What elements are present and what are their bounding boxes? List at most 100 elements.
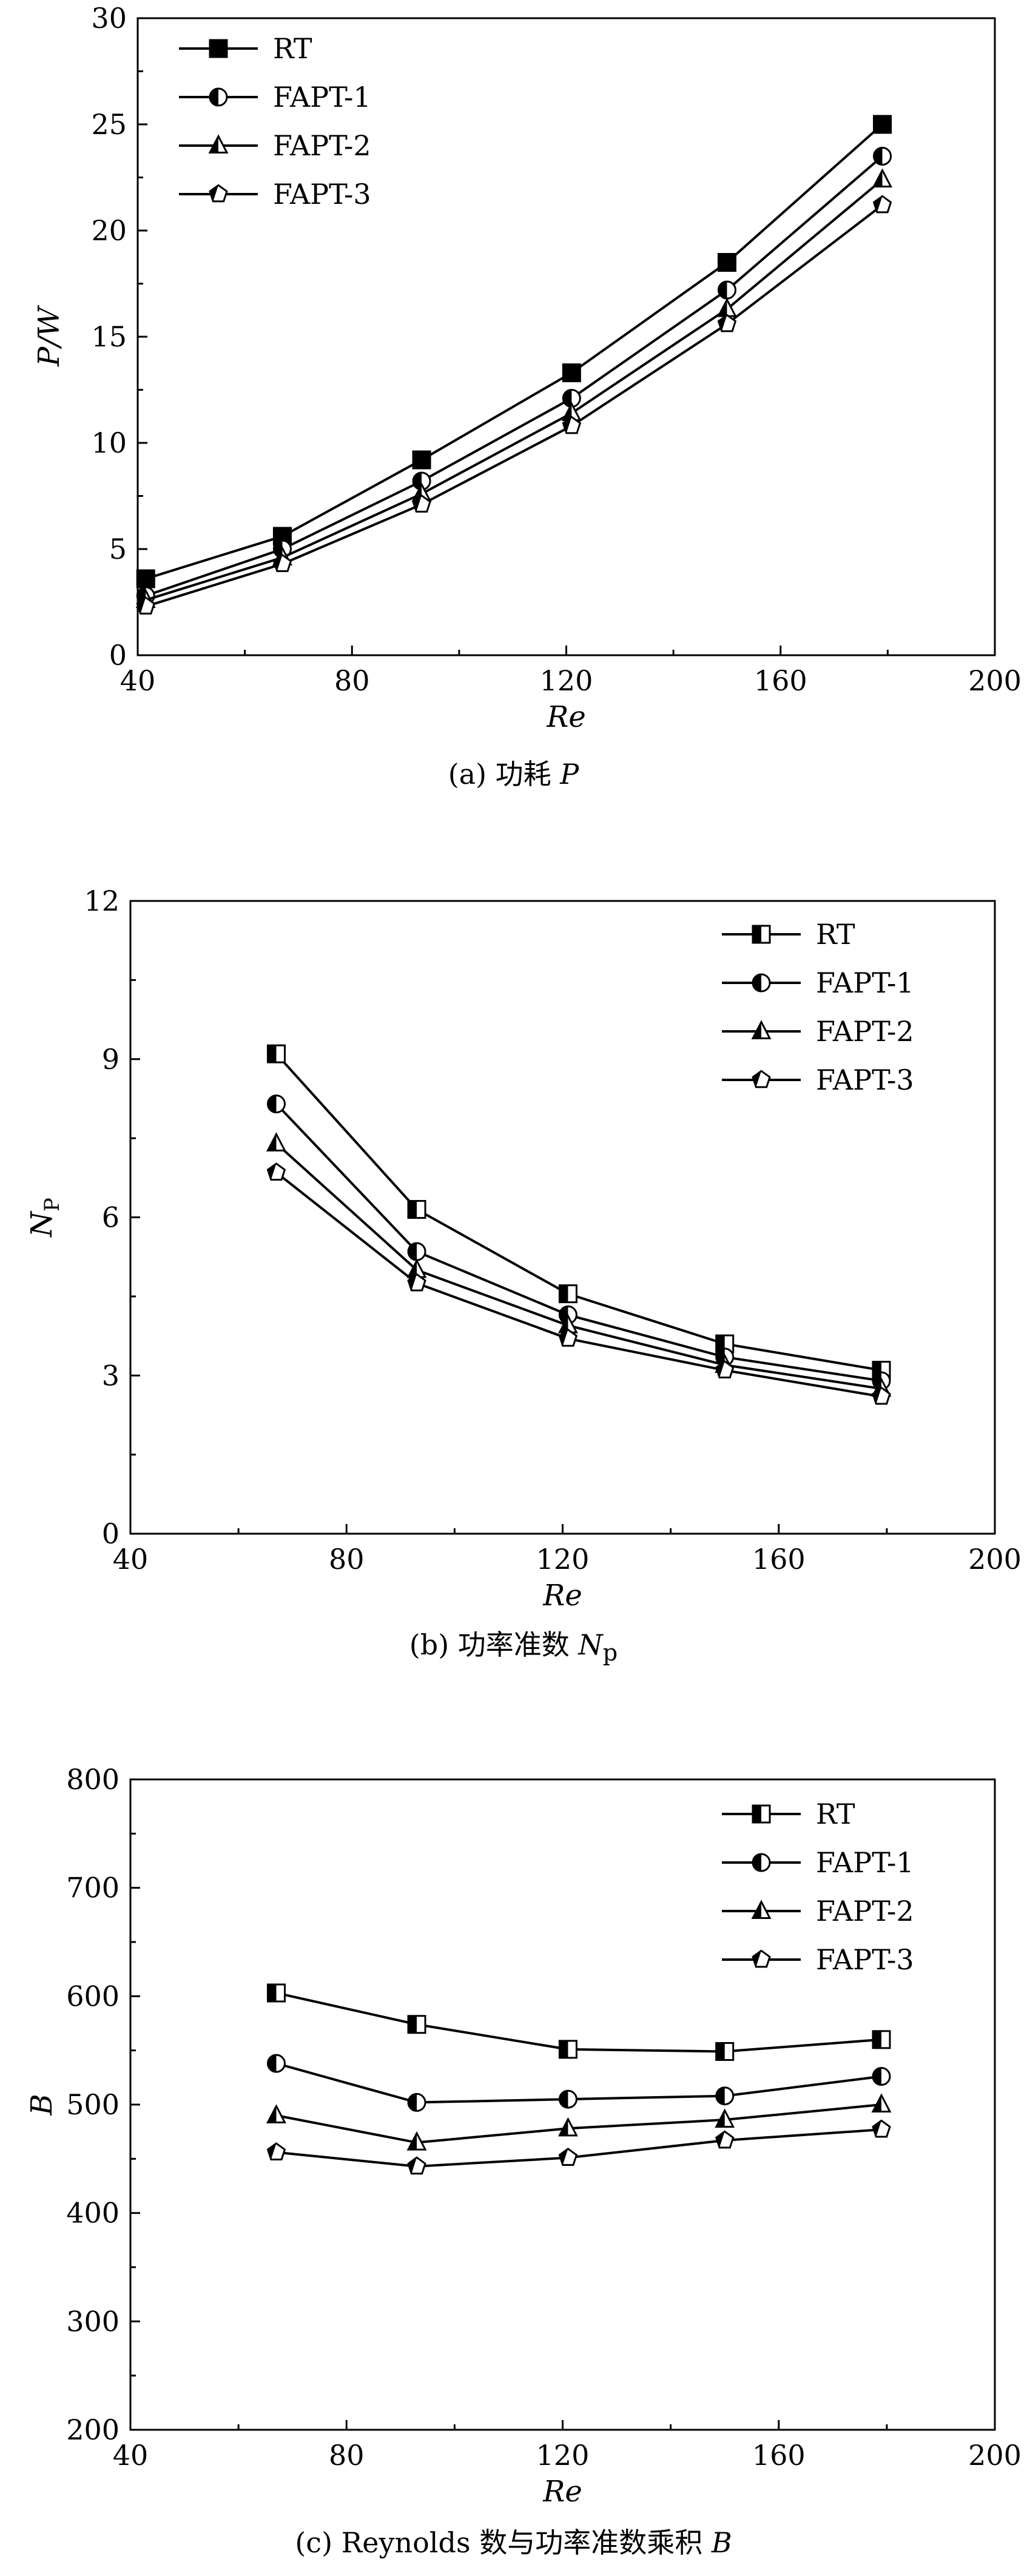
data-point-0-2-4: [716, 297, 737, 317]
chart-panel-a: 40 80 120 160 200 0 5 10 15 20 25 30 Re P/W RT FAPT-1 FA…: [0, 0, 1027, 837]
x-tick-label-2-4: 200: [968, 2439, 1022, 2472]
data-point-1-1-0: [266, 1094, 286, 1114]
series-line-0-0: [145, 123, 883, 580]
y-tick-label-0-0: 0: [109, 639, 127, 672]
x-tick-label-0-3: 160: [754, 664, 807, 697]
legend-label-0-1: FAPT-1: [273, 81, 371, 113]
x-tick-label-2-3: 160: [752, 2439, 806, 2472]
data-point-0-3-3: [562, 416, 582, 434]
data-point-2-3-4: [872, 2119, 891, 2138]
data-point-1-3-2: [558, 1328, 578, 1347]
caption-b-prefix: (b) 功率准数: [409, 1628, 579, 1661]
data-point-0-3-0: [136, 596, 155, 615]
data-point-1-3-3: [715, 1360, 735, 1378]
y-tick-label-2-2: 400: [66, 2197, 120, 2230]
legend-0: RT FAPT-1 FAPT-2 FAPT-3: [179, 32, 371, 211]
x-axis-label-0: Re: [546, 700, 586, 734]
legend-label-2-1: FAPT-1: [816, 1846, 914, 1879]
data-point-2-3-1: [407, 2156, 426, 2175]
data-point-2-0-3: [715, 2042, 735, 2061]
y-tick-label-2-4: 600: [66, 1980, 120, 2012]
x-tick-label-0-1: 80: [334, 664, 370, 697]
y-tick-label-0-5: 25: [91, 108, 127, 141]
data-point-0-0-0: [136, 569, 155, 588]
series-line-0-3: [145, 204, 883, 608]
data-point-2-2-1: [406, 2131, 427, 2151]
legend-marker-2-0: [752, 1804, 771, 1824]
y-tick-label-0-1: 5: [109, 533, 127, 565]
legend-label-0-2: FAPT-2: [273, 129, 371, 162]
series-line-0-2: [145, 178, 883, 601]
series-line-2-0: [276, 1992, 882, 2053]
x-tick-label-0-0: 40: [120, 664, 156, 697]
legend-marker-0-0: [209, 39, 228, 58]
data-point-2-3-2: [558, 2147, 578, 2166]
legend-marker-1-3: [752, 1070, 771, 1088]
data-point-0-1-5: [873, 147, 892, 166]
data-point-2-0-4: [872, 2030, 891, 2049]
chart-panel-c: 40 80 120 160 200 200 300 400 500 600 700 800 Re B RT F…: [0, 1747, 1027, 2576]
caption-c-prefix: (c) Reynolds 数与功率准数乘积: [295, 2526, 712, 2559]
data-point-1-2-0: [266, 1132, 286, 1151]
x-tick-label-1-0: 40: [113, 1543, 149, 1576]
data-point-0-1-3: [562, 389, 581, 408]
legend-2: RT FAPT-1 FAPT-2 FAPT-3: [722, 1798, 914, 1976]
x-tick-label-0-2: 120: [540, 664, 593, 697]
data-point-0-3-5: [872, 195, 892, 214]
legend-marker-0-1: [209, 87, 228, 107]
y-tick-label-0-3: 15: [91, 320, 127, 353]
y-axis-label-1: NP: [25, 1198, 64, 1238]
y-tick-label-2-3: 500: [66, 2088, 120, 2121]
data-point-2-1-2: [558, 2089, 577, 2109]
data-point-0-0-3: [562, 363, 581, 382]
caption-c: (c) Reynolds 数与功率准数乘积 B: [0, 2521, 1027, 2561]
series-line-2-3: [276, 2128, 882, 2168]
data-point-2-2-2: [557, 2117, 578, 2137]
reynolds-product-chart: 40 80 120 160 200 200 300 400 500 600 700 800 Re B RT F…: [25, 1763, 1022, 2509]
y-tick-label-0-2: 10: [91, 427, 127, 459]
legend-marker-0-2: [208, 134, 229, 154]
legend-label-1-3: FAPT-3: [816, 1064, 914, 1096]
data-point-1-3-1: [407, 1273, 426, 1292]
data-point-0-1-2: [412, 471, 431, 491]
y-axis-label-2: B: [25, 2094, 59, 2116]
data-point-1-0-2: [558, 1284, 577, 1304]
caption-a-prefix: (a) 功耗: [448, 758, 561, 791]
data-point-1-3-0: [266, 1162, 286, 1181]
y-tick-label-2-6: 800: [66, 1763, 120, 1796]
x-tick-label-1-4: 200: [968, 1543, 1022, 1576]
caption-b-sub: p: [602, 1639, 618, 1667]
series-line-1-0: [275, 1053, 882, 1372]
x-tick-label-2-1: 80: [329, 2439, 365, 2472]
plot-frame-0: [136, 17, 996, 656]
legend-label-2-2: FAPT-2: [816, 1895, 914, 1927]
data-point-1-0-0: [266, 1044, 286, 1064]
data-point-1-1-1: [407, 1242, 426, 1261]
legend-marker-0-3: [209, 184, 228, 203]
y-tick-label-0-6: 30: [91, 2, 127, 35]
x-tick-label-0-4: 200: [968, 664, 1022, 697]
data-point-0-0-4: [717, 253, 736, 272]
data-point-2-1-1: [407, 2092, 426, 2112]
series-line-2-1: [275, 2062, 882, 2104]
data-point-2-0-2: [558, 2040, 577, 2059]
legend-marker-1-1: [752, 973, 771, 993]
power-chart: 40 80 120 160 200 0 5 10 15 20 25 30 Re P/W RT FAPT-1 FA…: [32, 2, 1022, 734]
data-point-0-1-4: [717, 280, 736, 300]
x-tick-label-2-2: 120: [536, 2439, 590, 2472]
x-axis-label-1: Re: [542, 1579, 582, 1613]
data-point-2-2-0: [266, 2104, 286, 2123]
chart-panel-b: 40 80 120 160 200 0 3 6 9 12 Re NP RT FAPT-1 FAPT-2 FAP…: [0, 861, 1027, 1699]
x-tick-label-1-1: 80: [329, 1543, 365, 1576]
data-point-2-2-4: [871, 2093, 892, 2113]
data-point-2-3-0: [266, 2142, 286, 2161]
y-tick-label-1-1: 3: [102, 1359, 120, 1392]
legend-label-1-1: FAPT-1: [816, 966, 914, 999]
y-tick-label-2-0: 200: [66, 2413, 120, 2446]
legend-1: RT FAPT-1 FAPT-2 FAPT-3: [722, 918, 914, 1096]
caption-b: (b) 功率准数 Np: [0, 1623, 1027, 1667]
data-point-0-2-5: [872, 168, 893, 188]
legend-label-2-0: RT: [816, 1798, 855, 1830]
series-line-1-2: [275, 1142, 882, 1390]
caption-b-symbol: N: [578, 1628, 603, 1661]
